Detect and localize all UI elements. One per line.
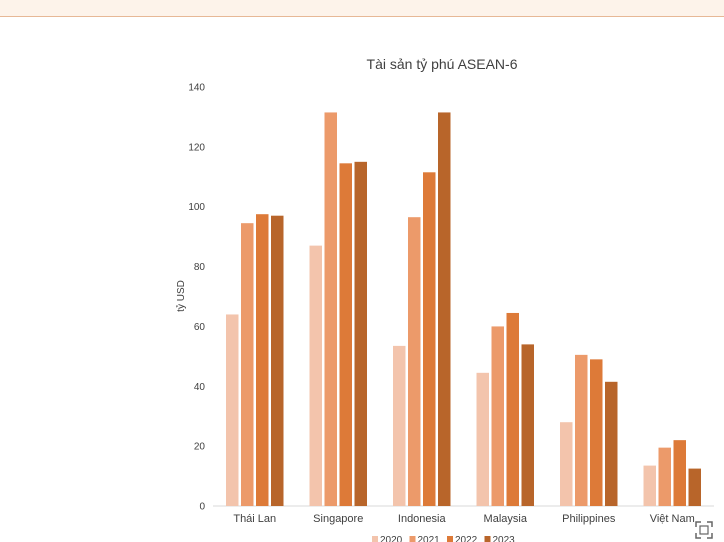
bar-2023-4 <box>605 381 618 506</box>
bar-2020-0 <box>226 314 239 506</box>
y-tick-label: 80 <box>194 262 206 273</box>
bar-2022-1 <box>339 163 352 506</box>
bar-2020-3 <box>476 372 489 506</box>
bar-2021-0 <box>241 223 254 507</box>
bar-2020-2 <box>393 345 406 506</box>
y-tick-label: 20 <box>194 442 206 453</box>
x-category-label: Malaysia <box>484 513 528 525</box>
bar-2022-3 <box>506 312 519 506</box>
y-tick-label: 40 <box>194 382 206 393</box>
legend-label: 2023 <box>493 535 516 542</box>
legend-label: 2020 <box>380 535 403 542</box>
x-category-label: Thái Lan <box>233 513 276 525</box>
bar-2023-0 <box>271 215 284 506</box>
legend-swatch-2022 <box>447 536 453 542</box>
chart-title: Tài sản tỷ phú ASEAN-6 <box>367 56 518 72</box>
bars <box>226 112 701 507</box>
legend-label: 2021 <box>418 535 441 542</box>
y-tick-label: 0 <box>199 502 205 513</box>
y-axis-ticks: 0 20 40 60 80 100 120 140 <box>188 83 205 513</box>
bar-2022-4 <box>590 359 603 506</box>
bar-2023-3 <box>521 344 534 506</box>
bar-2023-5 <box>688 468 701 506</box>
x-category-label: Indonesia <box>398 513 447 525</box>
y-tick-label: 140 <box>188 83 205 94</box>
bar-2021-4 <box>575 354 588 506</box>
legend-swatch-2020 <box>372 536 378 542</box>
bar-2021-2 <box>408 217 421 507</box>
bar-2020-4 <box>560 422 573 506</box>
legend-swatch-2021 <box>409 536 416 542</box>
x-category-label: Singapore <box>313 513 363 525</box>
x-axis-categories: Thái Lan Singapore Indonesia Malaysia Philip… <box>233 513 694 525</box>
bar-2022-0 <box>256 214 269 507</box>
bar-2020-1 <box>309 245 322 506</box>
y-tick-label: 60 <box>194 322 206 333</box>
x-category-label: Việt Nam <box>650 513 695 525</box>
y-tick-label: 100 <box>188 202 205 213</box>
bar-2021-3 <box>491 326 504 506</box>
y-tick-label: 120 <box>188 142 205 153</box>
bar-2020-5 <box>643 465 656 506</box>
bar-2023-1 <box>354 161 367 507</box>
bar-2022-5 <box>673 440 686 506</box>
bar-2021-1 <box>324 112 337 507</box>
bar-2021-5 <box>658 447 671 506</box>
legend-label: 2022 <box>455 535 478 542</box>
top-band <box>0 0 724 17</box>
legend: 2020 2021 2022 2023 <box>372 535 515 542</box>
y-axis-label: tỷ USD <box>175 280 187 312</box>
fullscreen-icon[interactable] <box>694 520 714 540</box>
bar-2022-2 <box>423 172 436 506</box>
legend-swatch-2023 <box>484 536 491 542</box>
bar-2023-2 <box>438 112 451 507</box>
x-category-label: Philippines <box>562 513 616 525</box>
